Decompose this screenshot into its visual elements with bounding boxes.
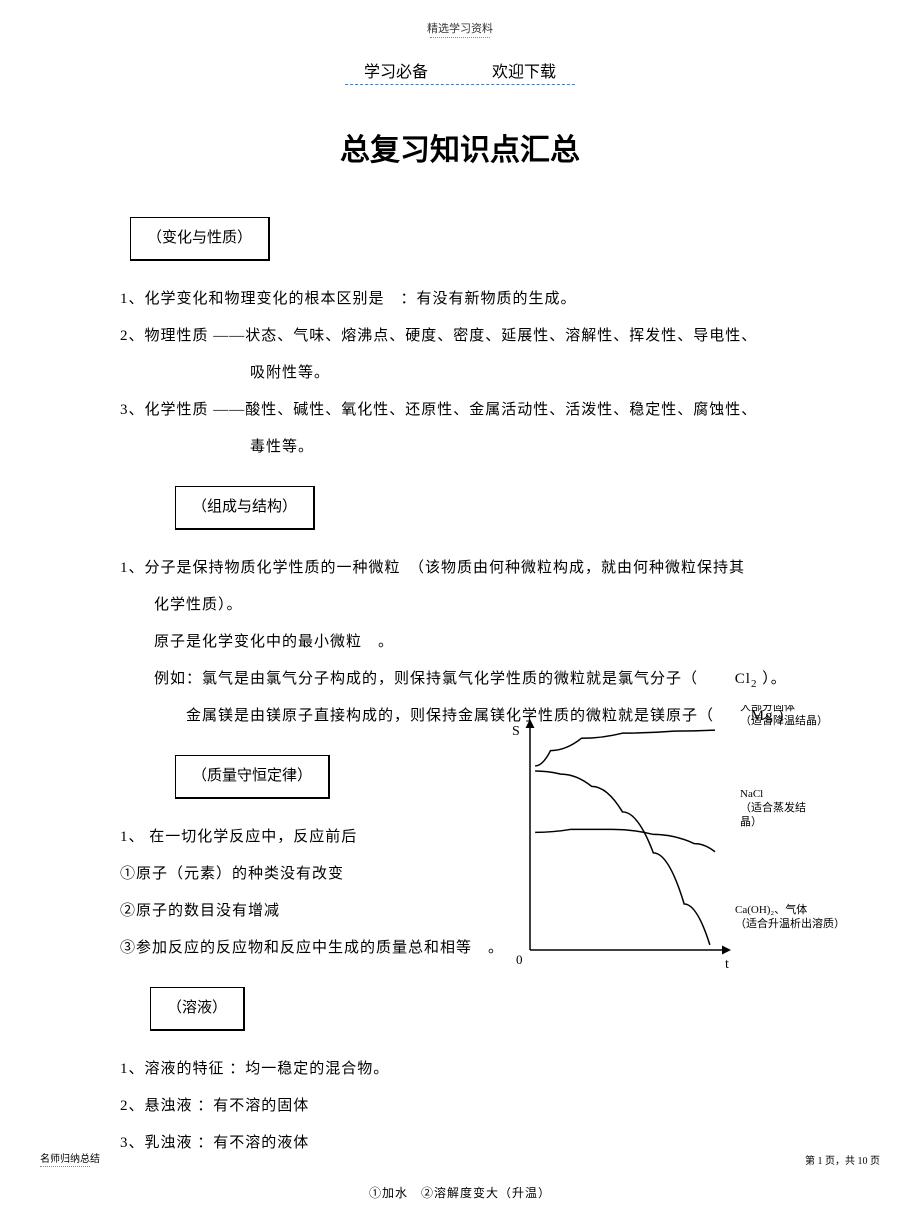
footer-left-underline [40, 1166, 90, 1167]
s2-p2: 原子是化学变化中的最小微粒 。 [120, 626, 800, 659]
s2-p3-end: ）。 [762, 671, 787, 687]
s1-p3a: 3、化学性质 ——酸性、碱性、氧化性、还原性、金属活动性、活泼性、稳定性、腐蚀性… [120, 394, 800, 427]
s4-p1: 1、溶液的特征 ：均一稳定的混合物。 [120, 1053, 800, 1086]
document-content: （变化与性质） 1、化学变化和物理变化的根本区别是 ：有没有新物质的生成。 2、… [0, 169, 920, 1207]
svg-text:NaCl: NaCl [740, 788, 763, 800]
svg-text:0: 0 [516, 952, 523, 967]
footer-left: 名师归纳总结 [40, 1150, 100, 1167]
section-box-3: （质量守恒定律） [175, 755, 330, 799]
sub-header: 学习必备 欢迎下载 [0, 38, 920, 85]
svg-text:t: t [725, 957, 729, 972]
s2-p3: 例如：氯气是由氯气分子构成的，则保持氯气化学性质的微粒就是氯气分子（ Cl2 ）… [120, 663, 800, 696]
small-note: ①加水 ②溶解度变大（升温） [120, 1180, 800, 1206]
s1-p2b: 吸附性等。 [120, 357, 800, 390]
svg-text:Ca(OH)₂、气体: Ca(OH)₂、气体 [735, 902, 807, 916]
s2-p3-sub: 2 [751, 678, 758, 690]
page-title: 总复习知识点汇总 [0, 125, 920, 169]
svg-text:（适合蒸发结: （适合蒸发结 [740, 800, 806, 814]
s4-p3: 3、乳浊液 ：有不溶的液体 [120, 1127, 800, 1160]
top-header: 精选学习资料 [0, 0, 920, 38]
svg-text:晶）: 晶） [740, 815, 762, 828]
s4-p2: 2、悬浊液 ：有不溶的固体 [120, 1090, 800, 1123]
s1-p1: 1、化学变化和物理变化的根本区别是 ：有没有新物质的生成。 [120, 283, 800, 316]
section-box-2: （组成与结构） [175, 486, 315, 530]
s2-p1a: 1、分子是保持物质化学性质的一种微粒 （该物质由何种微粒构成，就由何种微粒保持其 [120, 552, 800, 585]
chart-svg: St 0 大部分固体（适合降温结晶） NaCl（适合蒸发结晶） Ca(OH)₂、气体（适… [475, 705, 845, 985]
sub-header-left: 学习必备 [364, 64, 428, 81]
s1-p2a: 2、物理性质 ——状态、气味、熔沸点、硬度、密度、延展性、溶解性、挥发性、导电性… [120, 320, 800, 353]
sub-header-underline [345, 84, 575, 85]
solubility-chart: St 0 大部分固体（适合降温结晶） NaCl（适合蒸发结晶） Ca(OH)₂、气体（适… [475, 705, 845, 985]
svg-text:大部分固体: 大部分固体 [740, 705, 795, 713]
footer-right: 第 1 页，共 10 页 [805, 1152, 880, 1167]
svg-text:（适合升温析出溶质）: （适合升温析出溶质） [735, 916, 845, 930]
sub-header-right: 欢迎下载 [492, 64, 556, 81]
s2-p1b: 化学性质）。 [120, 589, 800, 622]
top-header-text: 精选学习资料 [427, 23, 493, 35]
section-box-1: （变化与性质） [130, 217, 270, 261]
svg-text:S: S [512, 724, 520, 739]
s2-p3-text: 例如：氯气是由氯气分子构成的，则保持氯气化学性质的微粒就是氯气分子（ [154, 671, 698, 687]
s1-p3b: 毒性等。 [120, 431, 800, 464]
footer-left-text: 名师归纳总结 [40, 1154, 100, 1165]
s2-p3-formula: Cl [735, 671, 751, 687]
svg-text:（适合降温结晶）: （适合降温结晶） [740, 713, 828, 727]
section-box-4: （溶液） [150, 987, 245, 1031]
